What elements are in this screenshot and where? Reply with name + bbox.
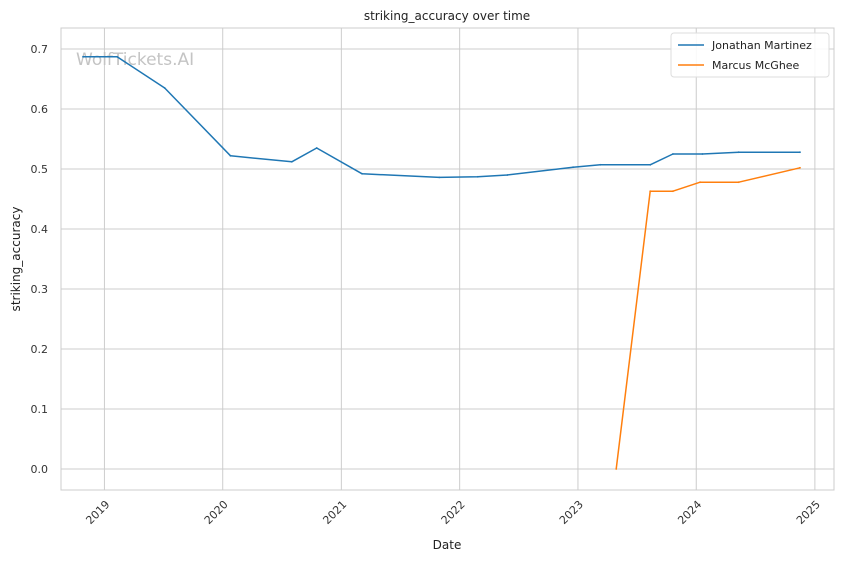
legend-box <box>670 32 830 78</box>
chart-title: striking_accuracy over time <box>364 9 530 23</box>
y-axis-title: striking_accuracy <box>9 207 23 312</box>
plot-frame <box>60 27 835 491</box>
series-layer <box>82 55 801 470</box>
data-point <box>599 163 602 166</box>
data-point <box>361 172 363 175</box>
grid-lines <box>61 28 834 490</box>
data-point <box>799 166 801 169</box>
x-axis-title: Date <box>433 538 462 552</box>
y-tick-label: 0.1 <box>31 403 49 416</box>
y-tick-label: 0.2 <box>31 343 49 356</box>
data-point <box>506 174 509 176</box>
x-tick-label: 2021 <box>320 498 349 527</box>
data-point <box>799 151 801 154</box>
data-point <box>615 468 618 470</box>
x-tick-label: 2023 <box>557 498 586 527</box>
x-tick-label: 2022 <box>439 498 468 527</box>
y-tick-labels: 0.0 0.1 0.2 0.3 0.4 0.5 0.6 0.7 <box>31 43 49 476</box>
data-point <box>701 153 704 155</box>
data-point <box>737 151 740 154</box>
series-line-marcus-mcghee <box>615 167 801 470</box>
watermark: WolfTickets.AI <box>76 50 194 70</box>
data-point <box>649 163 652 166</box>
x-tick-label: 2025 <box>794 498 823 527</box>
x-tick-label: 2020 <box>202 498 231 527</box>
y-tick-label: 0.7 <box>31 43 49 56</box>
y-tick-label: 0.0 <box>31 463 49 476</box>
data-point <box>672 153 674 155</box>
x-tick-labels: 2019 2020 2021 2022 2023 2024 2025 <box>83 498 822 527</box>
plot-background <box>61 28 834 490</box>
data-point <box>116 55 118 58</box>
y-tick-label: 0.5 <box>31 163 49 176</box>
y-tick-label: 0.6 <box>31 103 49 116</box>
data-point <box>290 160 293 163</box>
y-tick-label: 0.3 <box>31 283 49 296</box>
data-point <box>737 181 740 184</box>
series-marcus-mcghee <box>615 166 801 470</box>
legend: Jonathan Martinez Marcus McGhee <box>670 32 830 78</box>
legend-label-jonathan-martinez: Jonathan Martinez <box>711 39 812 52</box>
y-tick-label: 0.4 <box>31 223 49 236</box>
data-point <box>649 190 652 193</box>
data-point <box>476 175 479 178</box>
data-point <box>438 176 441 179</box>
data-point <box>82 55 84 58</box>
data-point <box>572 166 574 169</box>
data-point <box>163 87 166 89</box>
x-tick-label: 2024 <box>675 498 704 527</box>
legend-label-marcus-mcghee: Marcus McGhee <box>712 59 800 72</box>
data-point <box>699 181 702 184</box>
series-jonathan-martinez <box>82 55 801 179</box>
data-point <box>672 190 674 193</box>
data-point <box>315 147 318 149</box>
data-point <box>229 154 232 157</box>
x-tick-label: 2019 <box>83 498 112 527</box>
